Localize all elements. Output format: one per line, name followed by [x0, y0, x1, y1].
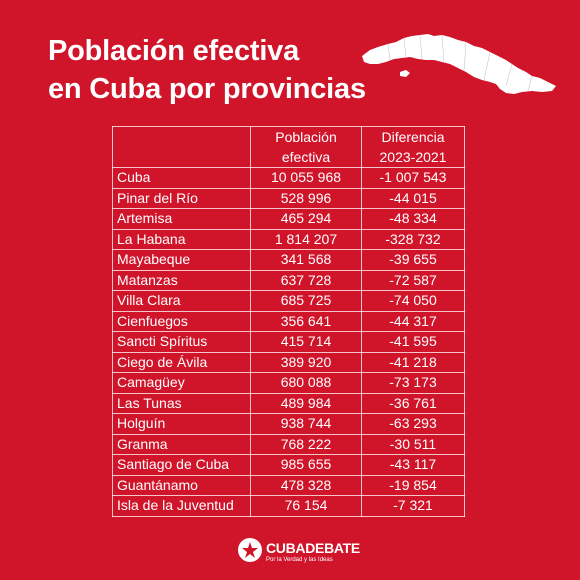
- province-name: Pinar del Río: [112, 187, 251, 209]
- population-value: 637 728: [250, 269, 362, 291]
- province-name: Granma: [112, 433, 251, 455]
- header-population: Población efectiva: [250, 126, 362, 168]
- population-table: Población efectiva Diferencia 2023-2021 …: [112, 126, 465, 517]
- population-value: 389 920: [250, 351, 362, 373]
- table-row: Villa Clara 685 725 -74 050: [112, 290, 465, 312]
- population-value: 10 055 968: [250, 167, 362, 189]
- population-value: 685 725: [250, 290, 362, 312]
- difference-value: -39 655: [361, 249, 465, 271]
- difference-value: -44 317: [361, 310, 465, 332]
- table-row: Cuba 10 055 968 -1 007 543: [112, 167, 465, 189]
- difference-value: -63 293: [361, 413, 465, 435]
- difference-value: -328 732: [361, 228, 465, 250]
- province-name: Sancti Spíritus: [112, 331, 251, 353]
- population-value: 341 568: [250, 249, 362, 271]
- population-value: 478 328: [250, 474, 362, 496]
- province-name: Camagüey: [112, 372, 251, 394]
- table-row: Las Tunas 489 984 -36 761: [112, 392, 465, 414]
- population-value: 528 996: [250, 187, 362, 209]
- header-difference: Diferencia 2023-2021: [361, 126, 465, 168]
- table-row: Ciego de Ávila 389 920 -41 218: [112, 351, 465, 373]
- title-line-2: en Cuba por provincias: [48, 73, 366, 105]
- province-name: Cuba: [112, 167, 251, 189]
- cubadebate-logo-icon: [238, 538, 262, 562]
- difference-value: -73 173: [361, 372, 465, 394]
- difference-value: -74 050: [361, 290, 465, 312]
- header-difference-line-1: Diferencia: [381, 129, 445, 145]
- table-row: La Habana 1 814 207 -328 732: [112, 228, 465, 250]
- header-province: [112, 126, 251, 168]
- population-value: 938 744: [250, 413, 362, 435]
- table-header-row: Población efectiva Diferencia 2023-2021: [112, 126, 465, 168]
- table-row: Artemisa 465 294 -48 334: [112, 208, 465, 230]
- table-row: Matanzas 637 728 -72 587: [112, 269, 465, 291]
- table-row: Granma 768 222 -30 511: [112, 433, 465, 455]
- table-row: Camagüey 680 088 -73 173: [112, 372, 465, 394]
- difference-value: -7 321: [361, 495, 465, 517]
- province-name: Guantánamo: [112, 474, 251, 496]
- difference-value: -30 511: [361, 433, 465, 455]
- title-line-1: Población efectiva: [48, 35, 300, 67]
- province-name: La Habana: [112, 228, 251, 250]
- population-value: 415 714: [250, 331, 362, 353]
- table-row: Sancti Spíritus 415 714 -41 595: [112, 331, 465, 353]
- population-value: 680 088: [250, 372, 362, 394]
- province-name: Holguín: [112, 413, 251, 435]
- header-difference-line-2: 2023-2021: [379, 149, 447, 165]
- province-name: Ciego de Ávila: [112, 351, 251, 373]
- difference-value: -19 854: [361, 474, 465, 496]
- cuba-map-icon: [362, 34, 556, 94]
- table-row: Pinar del Río 528 996 -44 015: [112, 187, 465, 209]
- difference-value: -44 015: [361, 187, 465, 209]
- table-row: Isla de la Juventud 76 154 -7 321: [112, 495, 465, 517]
- population-value: 1 814 207: [250, 228, 362, 250]
- population-value: 76 154: [250, 495, 362, 517]
- logo-tagline: Por la Verdad y las Ideas: [266, 557, 333, 563]
- logo-name: CUBADEBATE: [266, 540, 360, 556]
- table-row: Cienfuegos 356 641 -44 317: [112, 310, 465, 332]
- population-value: 768 222: [250, 433, 362, 455]
- header-population-line-2: efectiva: [281, 149, 331, 165]
- population-value: 985 655: [250, 454, 362, 476]
- province-name: Mayabeque: [112, 249, 251, 271]
- province-name: Santiago de Cuba: [112, 454, 251, 476]
- province-name: Matanzas: [112, 269, 251, 291]
- province-name: Cienfuegos: [112, 310, 251, 332]
- header-population-line-1: Población: [275, 129, 337, 145]
- population-value: 356 641: [250, 310, 362, 332]
- table-row: Holguín 938 744 -63 293: [112, 413, 465, 435]
- table-row: Santiago de Cuba 985 655 -43 117: [112, 454, 465, 476]
- difference-value: -48 334: [361, 208, 465, 230]
- difference-value: -41 218: [361, 351, 465, 373]
- population-value: 465 294: [250, 208, 362, 230]
- table-row: Mayabeque 341 568 -39 655: [112, 249, 465, 271]
- difference-value: -43 117: [361, 454, 465, 476]
- province-name: Las Tunas: [112, 392, 251, 414]
- table-row: Guantánamo 478 328 -19 854: [112, 474, 465, 496]
- page-title: Población efectiva en Cuba por provincia…: [48, 32, 366, 108]
- difference-value: -36 761: [361, 392, 465, 414]
- province-name: Villa Clara: [112, 290, 251, 312]
- province-name: Isla de la Juventud: [112, 495, 251, 517]
- cubadebate-logo: CUBADEBATE Por la Verdad y las Ideas: [238, 538, 360, 568]
- difference-value: -72 587: [361, 269, 465, 291]
- difference-value: -1 007 543: [361, 167, 465, 189]
- difference-value: -41 595: [361, 331, 465, 353]
- population-value: 489 984: [250, 392, 362, 414]
- province-name: Artemisa: [112, 208, 251, 230]
